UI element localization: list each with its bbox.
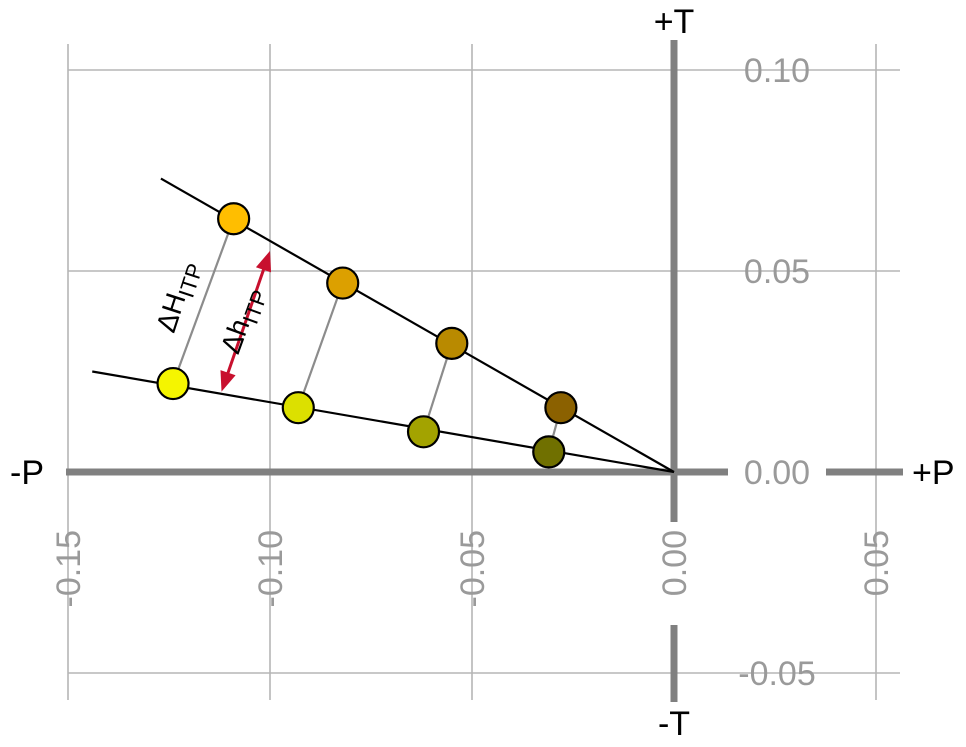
x-tick-label: 0.00 (656, 530, 694, 596)
data-point-s1-4 (544, 391, 578, 425)
y-tick-label: 0.10 (744, 52, 810, 90)
arrow-head-bottom (220, 370, 236, 392)
y-tick-label: 0.05 (744, 253, 810, 291)
trend-line-2 (92, 370, 675, 474)
y-tick-label: -0.05 (738, 655, 816, 693)
connector-2 (297, 282, 344, 409)
x-tick-label: 0.05 (858, 530, 896, 596)
data-point-s2-4 (532, 435, 566, 469)
x-tick-label: -0.10 (252, 530, 290, 608)
x-tick-label: -0.15 (50, 530, 88, 608)
annotation-subscript: ITP (238, 287, 273, 328)
axis-end-y-neg: -T (658, 705, 690, 742)
grid (67, 44, 900, 700)
connector-1 (172, 218, 235, 384)
y-tick-label: 0.00 (744, 454, 810, 492)
tick-labels: -0.15 -0.10 -0.05 0.00 0.05 -0.05 0.00 0.05 0.10… (10, 3, 955, 743)
annotation-1: ΔHITP (150, 257, 208, 338)
annotation-2: ΔhITP (215, 283, 273, 360)
axes (66, 40, 903, 702)
data-point-s2-2 (281, 391, 315, 425)
data-point-s1-2 (326, 266, 360, 300)
axis-end-x-neg: -P (10, 454, 44, 492)
arrow-head-top (255, 250, 272, 273)
arrow-shaft (225, 265, 267, 377)
axis-end-x-pos: +P (912, 454, 955, 492)
annotation-subscript: ITP (174, 260, 208, 300)
axis-end-y-pos: +T (654, 3, 695, 41)
x-tick-label: -0.05 (454, 530, 492, 608)
data-point-s2-1 (156, 366, 190, 401)
data-point-s1-3 (435, 326, 469, 360)
data-point-s1-1 (217, 202, 251, 236)
data-point-s2-3 (406, 415, 441, 449)
arrow (220, 250, 272, 392)
data-points (156, 202, 578, 469)
